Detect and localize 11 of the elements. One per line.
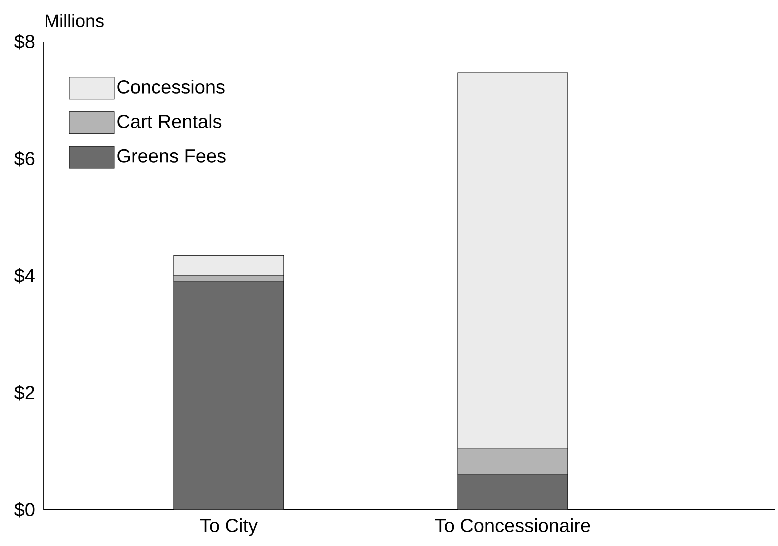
legend-label: Cart Rentals	[118, 114, 222, 129]
x-tick-label: To City	[200, 518, 258, 536]
y-axis-title: Millions	[46, 14, 104, 28]
legend-label: Greens Fees	[118, 149, 226, 163]
x-tick-label: To Concessionaire	[435, 518, 590, 532]
y-tick-label: $0	[14, 502, 35, 518]
y-tick-label: $4	[14, 268, 35, 284]
y-tick-label: $8	[14, 34, 35, 50]
y-tick-label: $6	[14, 151, 35, 167]
y-tick-label: $2	[14, 385, 35, 401]
legend-label: Concessions	[118, 80, 225, 94]
